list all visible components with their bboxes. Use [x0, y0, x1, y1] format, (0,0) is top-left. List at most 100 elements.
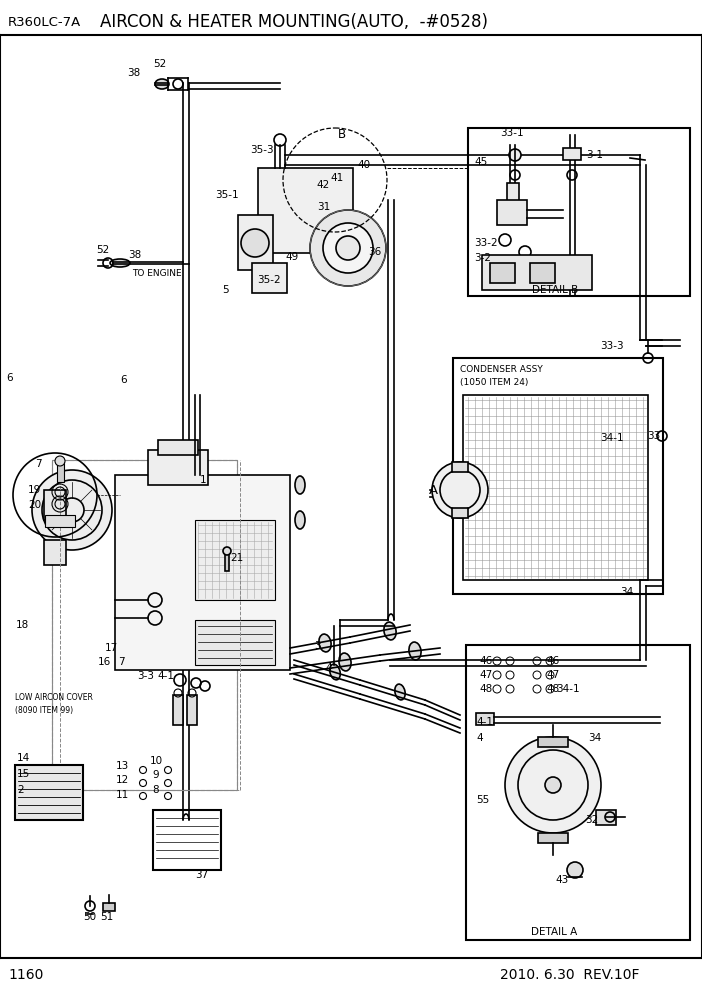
Text: 51: 51: [100, 912, 113, 922]
Text: 6: 6: [120, 375, 126, 385]
Text: 7: 7: [35, 459, 41, 469]
Ellipse shape: [110, 259, 130, 267]
Text: 38: 38: [127, 68, 140, 78]
Text: B: B: [338, 129, 346, 142]
Circle shape: [432, 462, 488, 518]
Bar: [468, 128, 690, 296]
Text: 33-3: 33-3: [600, 341, 623, 351]
Ellipse shape: [155, 79, 169, 89]
Circle shape: [223, 547, 231, 555]
Text: 4: 4: [476, 733, 483, 743]
Text: 47: 47: [546, 670, 559, 680]
Text: 14: 14: [17, 753, 30, 763]
Ellipse shape: [295, 511, 305, 529]
Text: 4: 4: [325, 663, 331, 673]
Text: 5: 5: [222, 285, 229, 295]
Circle shape: [545, 777, 561, 793]
Bar: [187, 695, 197, 725]
Text: 50: 50: [83, 912, 96, 922]
Circle shape: [241, 229, 269, 257]
Text: 2: 2: [17, 785, 24, 795]
Bar: [258, 168, 353, 253]
Bar: [476, 713, 494, 725]
Bar: [252, 263, 287, 293]
Circle shape: [32, 470, 112, 550]
Bar: [466, 645, 690, 940]
Text: 37: 37: [195, 870, 208, 880]
Text: 52: 52: [153, 59, 166, 69]
Bar: [453, 358, 663, 594]
Bar: [44, 490, 66, 520]
Text: 18: 18: [16, 620, 29, 630]
Text: 48: 48: [479, 684, 492, 694]
Bar: [490, 263, 515, 283]
Text: 3: 3: [314, 641, 321, 651]
Text: 4-1: 4-1: [476, 717, 493, 727]
Text: 32: 32: [585, 815, 598, 825]
Ellipse shape: [330, 665, 340, 680]
Text: 34-1: 34-1: [556, 684, 580, 694]
Text: 38: 38: [128, 250, 141, 260]
Text: LOW AIRCON COVER: LOW AIRCON COVER: [15, 693, 93, 702]
Bar: [52, 460, 237, 790]
Text: 36: 36: [368, 247, 381, 257]
Circle shape: [310, 210, 386, 286]
Text: 34: 34: [588, 733, 601, 743]
Bar: [482, 255, 592, 290]
Ellipse shape: [295, 476, 305, 494]
Bar: [158, 440, 198, 455]
Text: 20: 20: [28, 500, 41, 510]
Text: 40: 40: [357, 160, 370, 170]
Bar: [103, 903, 115, 911]
Text: (1050 ITEM 24): (1050 ITEM 24): [460, 378, 529, 387]
Text: 52: 52: [96, 245, 110, 255]
Circle shape: [323, 223, 373, 273]
Text: 8: 8: [152, 785, 159, 795]
Bar: [44, 540, 66, 565]
Bar: [45, 515, 75, 527]
Bar: [563, 148, 581, 160]
Text: 46: 46: [479, 656, 492, 666]
Text: 35-3: 35-3: [250, 145, 274, 155]
Bar: [507, 183, 519, 203]
Text: 2010. 6.30  REV.10F: 2010. 6.30 REV.10F: [500, 968, 640, 982]
Text: 4-1: 4-1: [157, 671, 174, 681]
Text: 7: 7: [118, 657, 125, 667]
Text: 10: 10: [150, 756, 163, 766]
Bar: [497, 200, 527, 225]
Text: R360LC-7A: R360LC-7A: [8, 16, 81, 29]
Bar: [173, 695, 183, 725]
Bar: [195, 520, 275, 600]
Text: 3-3: 3-3: [137, 671, 154, 681]
Bar: [596, 810, 616, 825]
Text: 6: 6: [6, 373, 13, 383]
Text: 34: 34: [620, 587, 633, 597]
Text: 33-2: 33-2: [474, 238, 498, 248]
Text: 45: 45: [474, 157, 487, 167]
Text: 33-1: 33-1: [500, 128, 524, 138]
Ellipse shape: [339, 653, 351, 671]
Text: 43: 43: [555, 875, 568, 885]
Ellipse shape: [409, 642, 421, 660]
Text: 46: 46: [546, 656, 559, 666]
Text: (8090 ITEM 99): (8090 ITEM 99): [15, 705, 73, 714]
Text: 15: 15: [17, 769, 30, 779]
Bar: [452, 508, 468, 518]
Text: 33: 33: [647, 431, 661, 441]
Text: 16: 16: [98, 657, 111, 667]
Text: 9: 9: [152, 770, 159, 780]
Text: 48: 48: [546, 684, 559, 694]
Bar: [538, 737, 568, 747]
Text: 47: 47: [479, 670, 492, 680]
Bar: [238, 215, 273, 270]
Bar: [153, 810, 221, 870]
Bar: [148, 450, 208, 485]
Text: 41: 41: [330, 173, 343, 183]
Circle shape: [567, 862, 583, 878]
Text: 42: 42: [316, 180, 329, 190]
Bar: [57, 462, 64, 482]
Text: 35-1: 35-1: [215, 190, 239, 200]
Text: 49: 49: [285, 252, 298, 262]
Text: 3-2: 3-2: [474, 253, 491, 263]
Bar: [115, 475, 290, 670]
